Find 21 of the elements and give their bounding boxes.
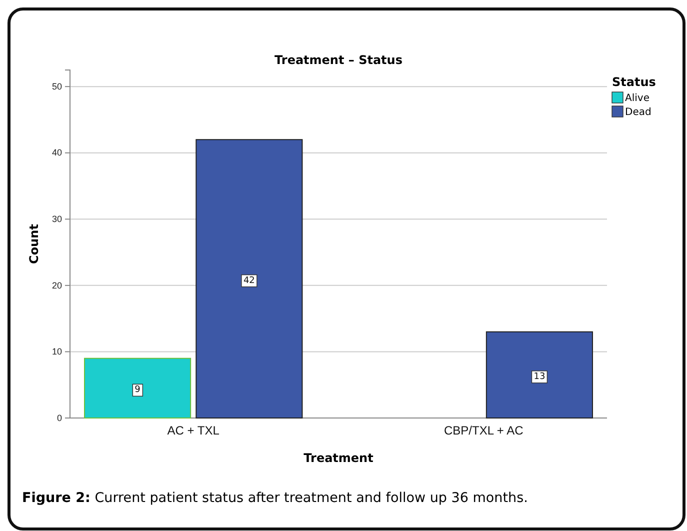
y-tick-label: 20 [52,280,62,290]
x-tick-label: AC + TXL [167,424,220,438]
bar [196,139,303,418]
data-label: 13 [534,372,546,382]
bar [84,358,192,418]
y-tick-label: 50 [52,81,62,92]
legend-label: Dead [625,107,652,118]
y-axis-title: Count [27,224,41,264]
y-tick-label: 40 [52,148,62,158]
bar [486,331,593,418]
x-axis-title: Treatment [304,451,374,465]
caption: Figure 2: Current patient status after treatment and follow up 36 months. [22,490,528,506]
data-label: 42 [243,276,255,286]
y-tick-label: 0 [56,412,62,423]
legend-label: Alive [625,93,650,104]
chart-title: Treatment – Status [274,53,402,67]
y-tick-label: 10 [52,346,62,357]
legend-title: Status [612,75,656,89]
x-tick-label: CBP/TXL + AC [444,424,524,438]
y-tick-label: 30 [52,214,62,224]
data-label: 9 [134,385,141,396]
